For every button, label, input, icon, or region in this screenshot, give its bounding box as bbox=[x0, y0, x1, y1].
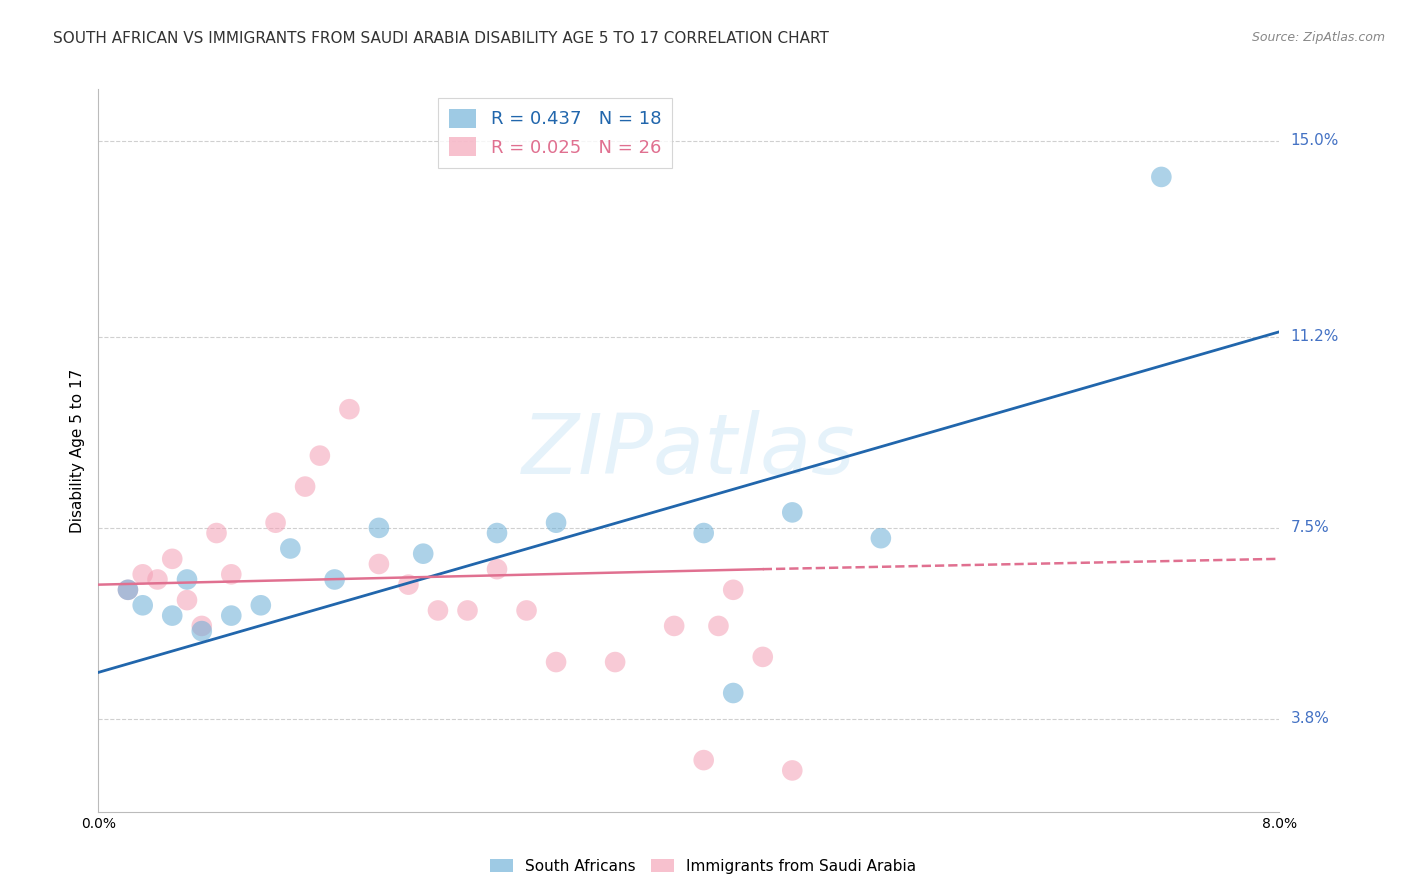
Point bbox=[162, 608, 183, 623]
Point bbox=[486, 526, 509, 541]
Point bbox=[162, 551, 183, 566]
Point bbox=[132, 567, 155, 582]
Point bbox=[486, 562, 509, 576]
Point bbox=[605, 655, 627, 669]
Point bbox=[723, 686, 745, 700]
Point bbox=[294, 480, 316, 494]
Point bbox=[412, 547, 434, 561]
Point bbox=[782, 505, 804, 519]
Point bbox=[368, 557, 391, 571]
Text: SOUTH AFRICAN VS IMMIGRANTS FROM SAUDI ARABIA DISABILITY AGE 5 TO 17 CORRELATION: SOUTH AFRICAN VS IMMIGRANTS FROM SAUDI A… bbox=[53, 31, 830, 46]
Point bbox=[221, 608, 243, 623]
Legend: R = 0.437   N = 18, R = 0.025   N = 26: R = 0.437 N = 18, R = 0.025 N = 26 bbox=[439, 98, 672, 168]
Point bbox=[457, 603, 479, 617]
Point bbox=[280, 541, 302, 556]
Text: 11.2%: 11.2% bbox=[1291, 329, 1339, 344]
Point bbox=[1150, 169, 1173, 184]
Point bbox=[707, 619, 730, 633]
Point bbox=[117, 582, 139, 597]
Point bbox=[664, 619, 686, 633]
Text: 15.0%: 15.0% bbox=[1291, 133, 1339, 148]
Text: Source: ZipAtlas.com: Source: ZipAtlas.com bbox=[1251, 31, 1385, 45]
Point bbox=[132, 599, 155, 613]
Point bbox=[176, 573, 198, 587]
Point bbox=[427, 603, 450, 617]
Point bbox=[264, 516, 287, 530]
Point bbox=[870, 531, 893, 545]
Point bbox=[516, 603, 538, 617]
Point bbox=[368, 521, 391, 535]
Point bbox=[723, 582, 745, 597]
Point bbox=[191, 619, 214, 633]
Point bbox=[693, 753, 716, 767]
Point bbox=[752, 649, 775, 664]
Point bbox=[146, 573, 169, 587]
Point bbox=[546, 655, 568, 669]
Point bbox=[782, 764, 804, 778]
Point bbox=[398, 577, 420, 591]
Point bbox=[221, 567, 243, 582]
Point bbox=[323, 573, 346, 587]
Legend: South Africans, Immigrants from Saudi Arabia: South Africans, Immigrants from Saudi Ar… bbox=[484, 853, 922, 880]
Point bbox=[339, 402, 361, 417]
Point bbox=[693, 526, 716, 541]
Y-axis label: Disability Age 5 to 17: Disability Age 5 to 17 bbox=[69, 368, 84, 533]
Point bbox=[176, 593, 198, 607]
Text: 7.5%: 7.5% bbox=[1291, 520, 1329, 535]
Point bbox=[205, 526, 228, 541]
Text: 3.8%: 3.8% bbox=[1291, 711, 1330, 726]
Point bbox=[117, 582, 139, 597]
Point bbox=[191, 624, 214, 639]
Text: ZIPatlas: ZIPatlas bbox=[522, 410, 856, 491]
Point bbox=[309, 449, 332, 463]
Point bbox=[250, 599, 273, 613]
Point bbox=[546, 516, 568, 530]
